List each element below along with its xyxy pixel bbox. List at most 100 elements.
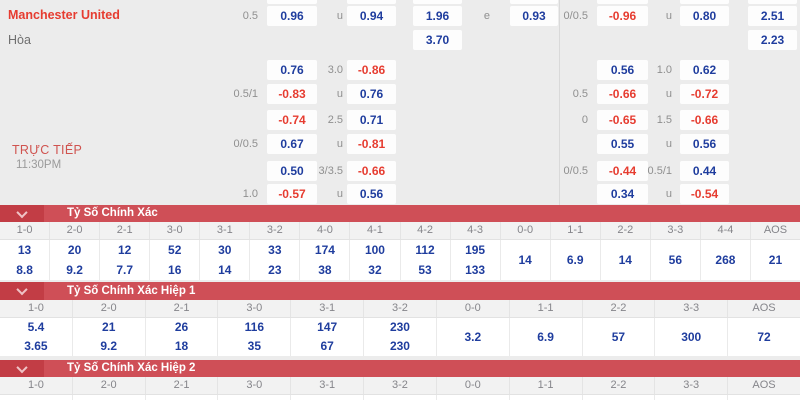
odds-value[interactable]: 0.56 bbox=[680, 134, 729, 154]
score-header-3-1: 3-1 bbox=[291, 300, 365, 317]
odds-value[interactable]: 2.23 bbox=[748, 30, 797, 50]
score-header-4-1: 4-1 bbox=[350, 222, 401, 239]
score-header-1-1: 1-1 bbox=[510, 377, 583, 394]
score-odds-cell-4-4[interactable]: 268 bbox=[701, 240, 751, 280]
chevron-down-icon[interactable] bbox=[0, 205, 44, 222]
score-odds-cell-4-2[interactable]: 112 53 bbox=[401, 240, 451, 280]
cutoff-odds-fragment bbox=[413, 0, 462, 4]
score-header-0-0: 0-0 bbox=[501, 222, 551, 239]
cutoff-odds-fragment bbox=[347, 0, 396, 4]
odds-handicap-label: u bbox=[336, 188, 343, 200]
score-odds-cell-0-0[interactable]: 14 bbox=[501, 240, 551, 280]
odds-value[interactable]: -0.65 bbox=[597, 110, 648, 130]
score-odds-cell-2-1[interactable]: 12 7.7 bbox=[100, 240, 151, 280]
score-odds-value: 38 bbox=[318, 263, 332, 277]
cutoff-odds-fragment bbox=[267, 0, 317, 4]
score-odds-cell-3-1 bbox=[291, 395, 365, 400]
chevron-down-icon[interactable] bbox=[0, 282, 44, 300]
score-header-4-3: 4-3 bbox=[451, 222, 501, 239]
score-odds-value: 13 bbox=[17, 243, 32, 257]
odds-value[interactable]: 1.96 bbox=[413, 6, 462, 26]
odds-value[interactable]: 0.56 bbox=[597, 60, 648, 80]
odds-handicap-label: 3.0 bbox=[327, 64, 343, 76]
score-odds-cell-3-2[interactable]: 33 23 bbox=[250, 240, 301, 280]
odds-handicap-label: u bbox=[336, 10, 343, 22]
score-odds-cell-AOS[interactable]: 21 bbox=[751, 240, 800, 280]
odds-value[interactable]: 3.70 bbox=[413, 30, 462, 50]
odds-value[interactable]: -0.96 bbox=[597, 6, 648, 26]
odds-value[interactable]: -0.66 bbox=[597, 84, 648, 104]
score-odds-cell-2-1[interactable]: 26 18 bbox=[146, 318, 219, 356]
score-odds-cell-3-1[interactable]: 30 14 bbox=[200, 240, 251, 280]
score-odds-cell-3-3[interactable]: 300 bbox=[655, 318, 729, 356]
odds-value[interactable]: -0.83 bbox=[267, 84, 317, 104]
score-header-AOS: AOS bbox=[752, 379, 776, 391]
section-banner[interactable]: Tỷ Số Chính Xác Hiệp 1 bbox=[0, 282, 800, 300]
score-odds-cell-3-3[interactable]: 56 bbox=[651, 240, 701, 280]
odds-value[interactable]: 0.67 bbox=[267, 134, 317, 154]
score-odds-cell-3-0 bbox=[218, 395, 292, 400]
odds-value[interactable]: 2.51 bbox=[748, 6, 797, 26]
odds-value[interactable]: -0.74 bbox=[267, 110, 317, 130]
score-odds-cell-1-0[interactable]: 13 8.8 bbox=[0, 240, 51, 280]
score-odds-value: 100 bbox=[364, 243, 385, 257]
odds-value[interactable]: 0.56 bbox=[347, 184, 396, 204]
odds-value[interactable]: 0.76 bbox=[347, 84, 396, 104]
odds-value[interactable]: -0.66 bbox=[347, 161, 396, 181]
section-banner[interactable]: Tỷ Số Chính Xác bbox=[0, 205, 800, 222]
score-header-2-0: 2-0 bbox=[73, 300, 146, 317]
score-odds-value: 18 bbox=[174, 339, 189, 353]
odds-value[interactable]: 0.76 bbox=[267, 60, 317, 80]
score-header-3-3: 3-3 bbox=[655, 377, 729, 394]
odds-value[interactable]: 0.50 bbox=[267, 161, 317, 181]
score-odds-value: 57 bbox=[611, 329, 626, 344]
score-odds-cell-4-3[interactable]: 195 133 bbox=[451, 240, 501, 280]
odds-handicap-label: u bbox=[336, 138, 343, 150]
odds-handicap-label: e bbox=[483, 10, 490, 22]
odds-value[interactable]: -0.44 bbox=[597, 161, 648, 181]
score-odds-cell-1-1[interactable]: 6.9 bbox=[551, 240, 601, 280]
score-odds-cell-3-2[interactable]: 230 230 bbox=[364, 318, 437, 356]
score-odds-cell-2-0[interactable]: 20 9.2 bbox=[50, 240, 101, 280]
score-odds-value: 112 bbox=[415, 243, 435, 257]
score-odds-cell-2-2[interactable]: 14 bbox=[601, 240, 651, 280]
odds-value[interactable]: 0.80 bbox=[680, 6, 729, 26]
odds-value[interactable]: 0.71 bbox=[347, 110, 396, 130]
score-odds-cell-1-1[interactable]: 6.9 bbox=[510, 318, 583, 356]
score-odds-cell-3-1[interactable]: 147 67 bbox=[291, 318, 365, 356]
score-odds-cell-4-0[interactable]: 174 38 bbox=[300, 240, 351, 280]
odds-value[interactable]: 0.94 bbox=[347, 6, 396, 26]
score-odds-cell-2-2[interactable]: 57 bbox=[583, 318, 656, 356]
odds-value[interactable]: 0.55 bbox=[597, 134, 648, 154]
score-header-AOS: AOS bbox=[752, 302, 776, 314]
odds-column-divider bbox=[559, 0, 560, 205]
odds-value[interactable]: 0.93 bbox=[510, 6, 558, 26]
odds-handicap-label: 1.0 bbox=[656, 64, 672, 76]
score-header-2-2: 2-2 bbox=[583, 377, 656, 394]
score-odds-value: 7.7 bbox=[116, 263, 133, 277]
odds-value[interactable]: -0.86 bbox=[347, 60, 396, 80]
odds-value[interactable]: -0.66 bbox=[680, 110, 729, 130]
score-odds-cell-AOS[interactable]: 72 bbox=[728, 318, 800, 356]
correct-score-half1-table: 1-0 2-0 2-1 3-0 3-1 3-2 0-0 1-1 2-2 3-3 AOS 5.4 3.65… bbox=[0, 300, 800, 356]
chevron-down-icon[interactable] bbox=[0, 360, 44, 377]
odds-value[interactable]: 0.34 bbox=[597, 184, 648, 204]
odds-value[interactable]: -0.54 bbox=[680, 184, 729, 204]
score-odds-cell-4-1[interactable]: 100 32 bbox=[350, 240, 401, 280]
score-odds-cell-3-0[interactable]: 116 35 bbox=[218, 318, 292, 356]
score-odds-cell-0-0[interactable]: 3.2 bbox=[437, 318, 510, 356]
score-odds-cell-1-0[interactable]: 5.4 3.65 bbox=[0, 318, 73, 356]
odds-value[interactable]: -0.72 bbox=[680, 84, 729, 104]
odds-value[interactable]: 0.96 bbox=[267, 6, 317, 26]
score-odds-value: 30 bbox=[218, 243, 232, 257]
kickoff-time: 11:30PM bbox=[16, 159, 62, 171]
odds-value[interactable]: -0.57 bbox=[267, 184, 317, 204]
score-odds-cell-3-0[interactable]: 52 16 bbox=[150, 240, 201, 280]
odds-value[interactable]: 0.44 bbox=[680, 161, 729, 181]
score-header-1-0: 1-0 bbox=[0, 377, 73, 394]
odds-value[interactable]: 0.62 bbox=[680, 60, 729, 80]
odds-value[interactable]: -0.81 bbox=[347, 134, 396, 154]
odds-handicap-label: 2.5 bbox=[327, 114, 343, 126]
section-banner[interactable]: Tỷ Số Chính Xác Hiệp 2 bbox=[0, 360, 800, 377]
score-odds-cell-2-0[interactable]: 21 9.2 bbox=[73, 318, 146, 356]
